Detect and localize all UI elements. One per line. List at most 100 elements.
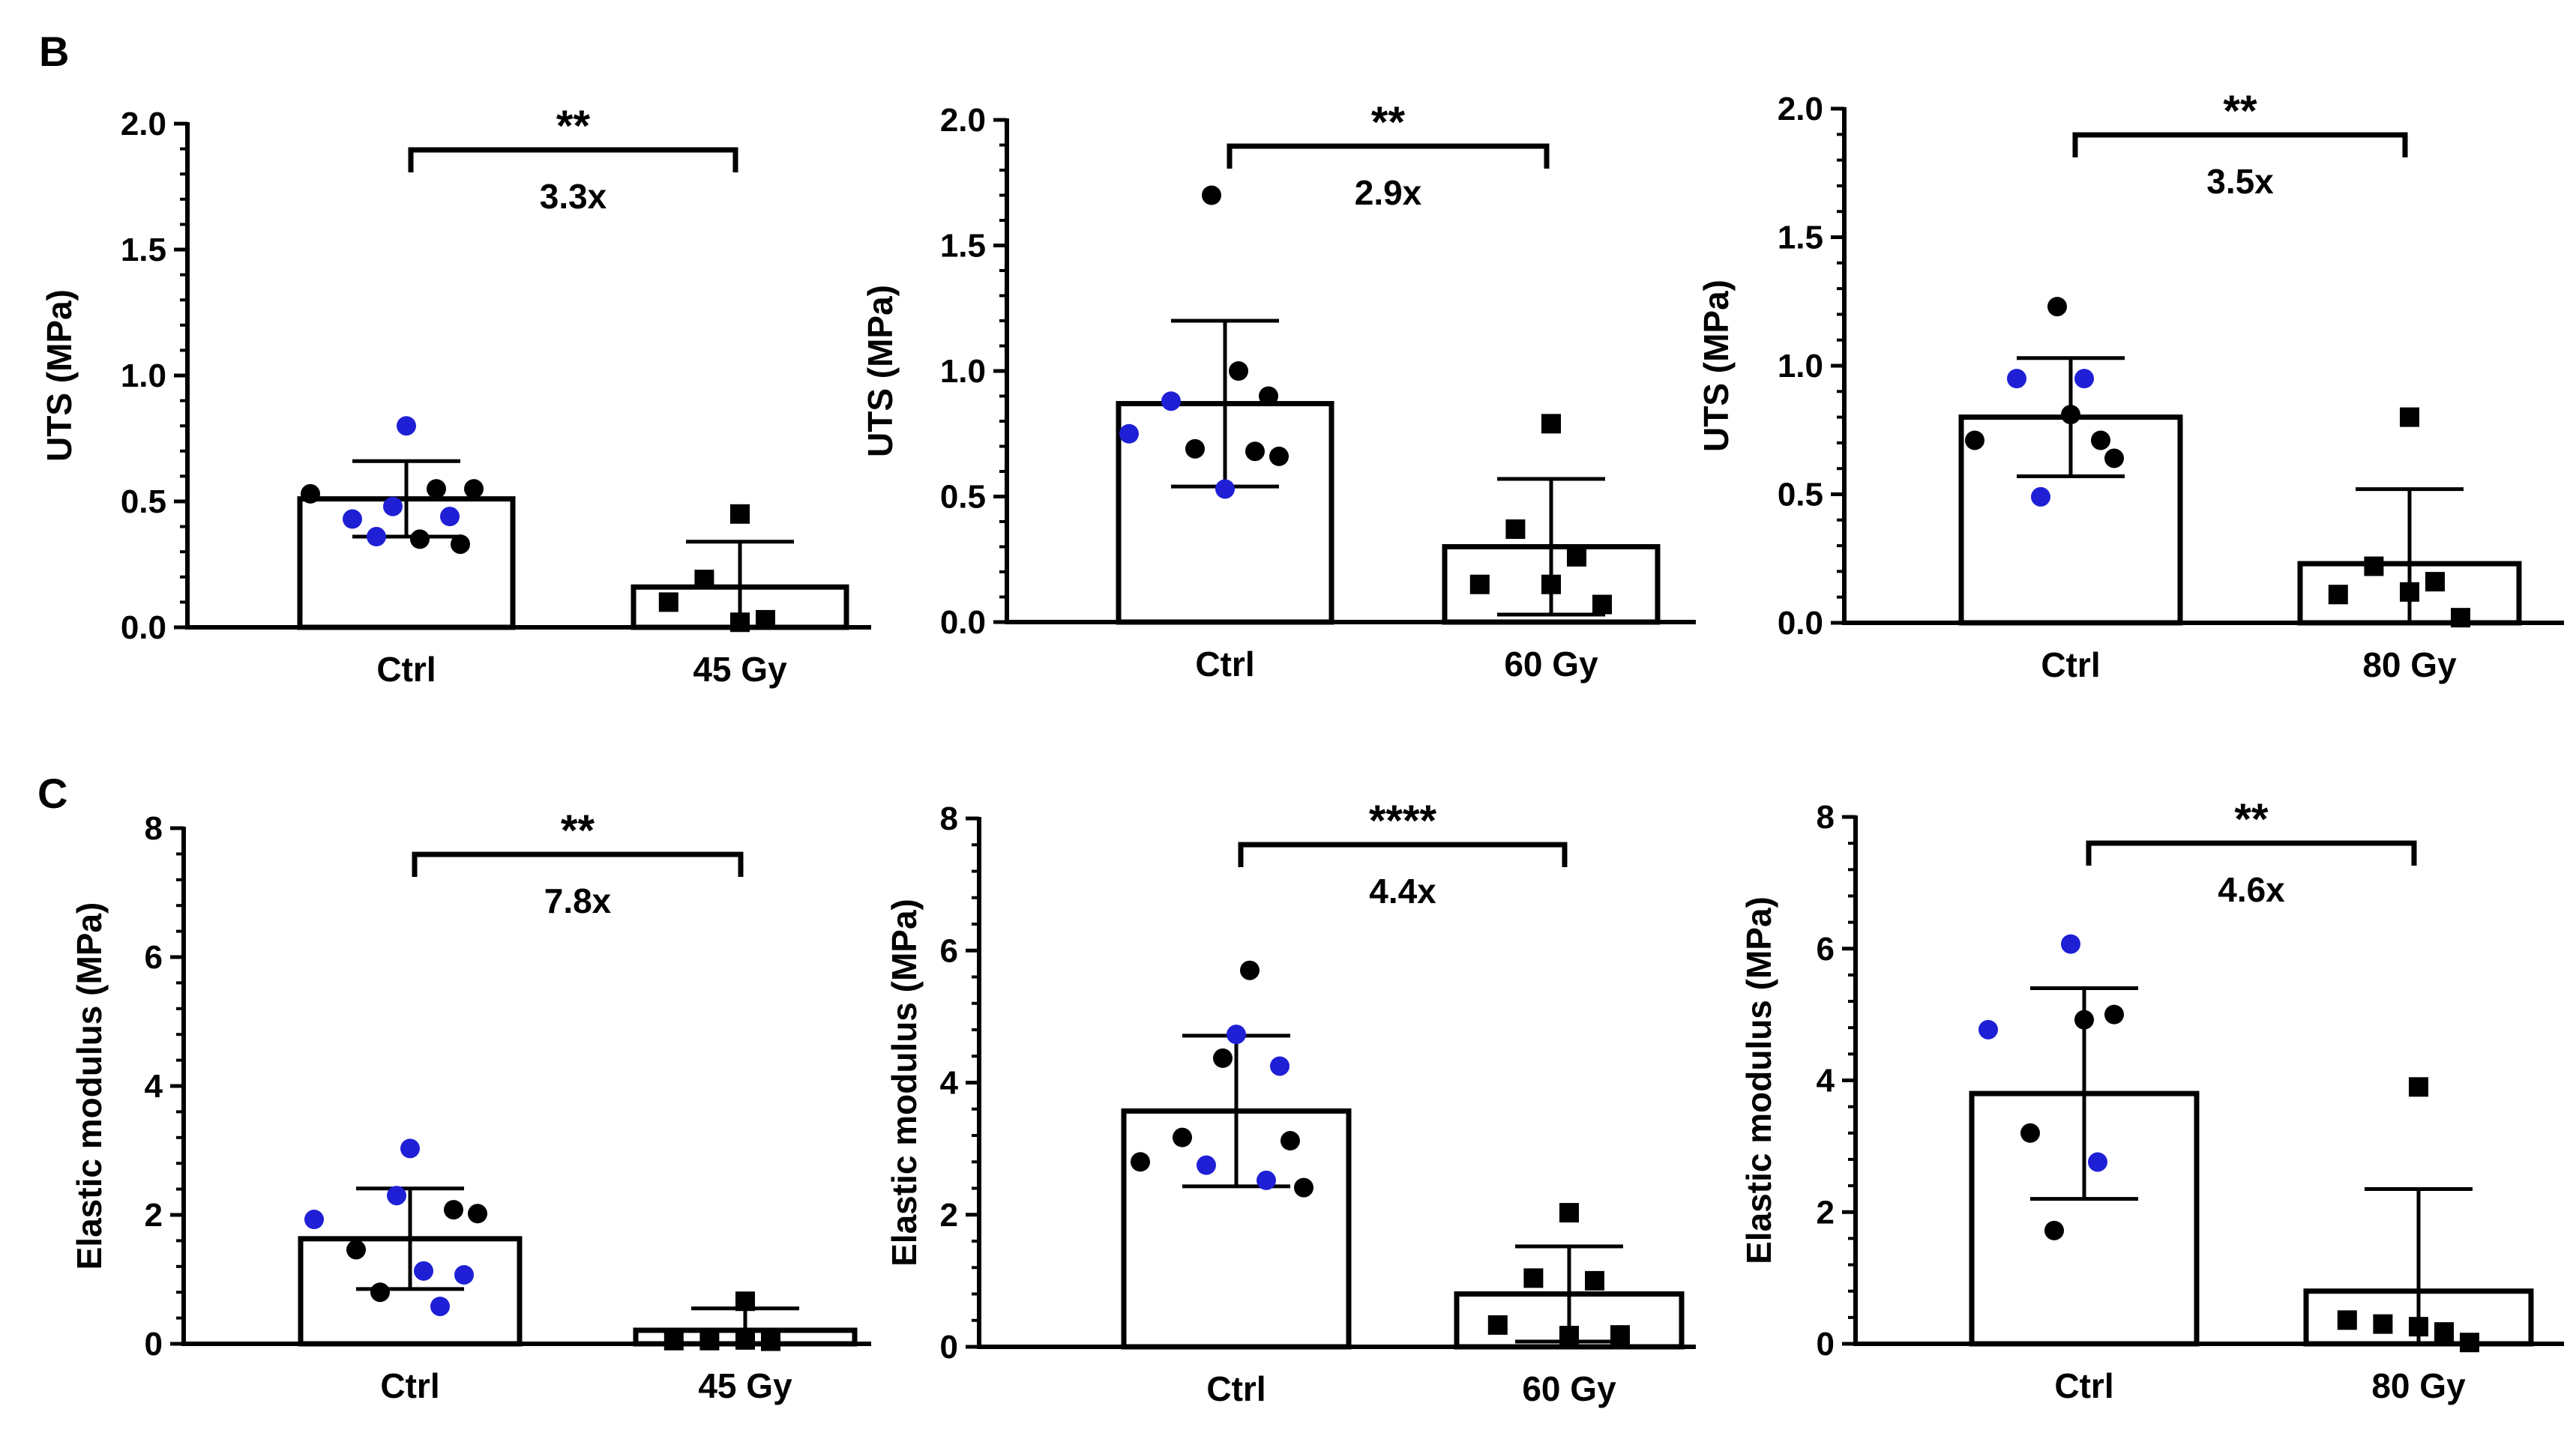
data-point-blue [383,496,403,516]
significance-stars: **** [1369,797,1437,845]
data-point-blue [367,527,386,547]
data-point-square [1610,1325,1630,1345]
fold-change-label: 7.8x [544,881,612,920]
significance-stars: ** [561,806,595,855]
y-tick-label: 1.5 [1778,220,1823,256]
y-tick-label: 2 [940,1197,958,1234]
data-point-black [1240,960,1260,980]
y-axis-title: UTS (MPa) [1697,280,1736,452]
y-tick-label: 1.5 [121,232,166,268]
data-point-blue [387,1186,406,1206]
x-category-label: Ctrl [1195,645,1254,684]
data-point-blue [1227,1025,1246,1045]
data-point-square [1469,574,1490,594]
data-point-blue [1270,1056,1289,1076]
data-point-square [1592,594,1612,615]
data-point-blue [414,1261,433,1281]
data-point-black [468,1204,487,1224]
x-category-label: 80 Gy [2371,1366,2466,1405]
data-point-square [2409,1317,2428,1337]
data-point-square [694,570,714,590]
significance-bracket [1227,143,1550,169]
data-point-square [756,609,775,630]
data-point-black [464,479,484,499]
data-point-blue [1257,1170,1276,1190]
data-point-blue [454,1264,474,1285]
y-tick-label: 2.0 [940,102,986,139]
y-tick-label: 0.0 [121,609,166,646]
data-point-square [663,1330,684,1351]
y-tick-label: 6 [145,939,163,976]
data-point-black [2104,1004,2124,1025]
significance-stars: ** [2223,87,2257,136]
y-axis-title: UTS (MPa) [861,285,900,457]
data-point-blue [397,416,416,436]
data-point-blue [2007,369,2026,389]
data-point-blue [1119,423,1139,444]
y-tick-label: 1.0 [121,358,166,394]
data-point-blue [1197,1155,1216,1175]
data-point-square [2328,585,2348,605]
panel-label-b: B [39,28,69,75]
data-point-square [1541,414,1561,434]
y-tick-label: 0.0 [1778,605,1823,642]
x-category-label: Ctrl [380,1366,439,1405]
data-point-square [1567,546,1586,567]
x-category-label: 60 Gy [1504,645,1598,684]
data-point-square [658,592,678,612]
data-point-blue [430,1297,450,1317]
data-point-black [1131,1152,1150,1172]
y-tick-label: 4 [1817,1063,1835,1099]
data-point-black [2047,297,2067,317]
significance-stars: ** [2234,795,2269,844]
significance-bracket [2086,840,2417,866]
y-tick-label: 4 [145,1068,163,1105]
y-tick-label: 6 [1817,931,1835,968]
data-point-blue [1215,479,1235,499]
y-tick-label: 4 [940,1065,959,1102]
y-axis-title: UTS (MPa) [40,289,79,462]
data-point-blue [400,1138,420,1159]
y-tick-label: 1.0 [940,353,986,390]
data-point-square [2373,1314,2393,1334]
data-point-black [1259,386,1278,406]
data-point-square [1505,519,1526,540]
data-point-square [2400,407,2419,427]
data-point-black [444,1200,463,1220]
data-point-square [2409,1077,2428,1097]
x-category-label: 80 Gy [2362,645,2457,684]
data-point-black [301,483,320,504]
data-point-square [1541,574,1561,594]
y-axis-title: Elastic modulus (MPa) [1739,896,1778,1264]
data-point-black [1294,1177,1313,1198]
significance-stars: ** [1371,98,1406,147]
data-point-blue [440,507,460,527]
data-point-square [699,1330,720,1351]
y-tick-label: 0 [940,1329,958,1366]
data-point-square [735,1330,755,1350]
significance-bracket [1238,842,1568,867]
y-axis-title: Elastic modulus (MPa) [885,899,924,1267]
data-point-black [410,529,430,549]
x-category-label: 60 Gy [1522,1369,1616,1408]
y-tick-label: 0 [1817,1326,1835,1363]
data-point-black [1185,438,1205,459]
data-point-blue [2088,1152,2107,1172]
y-tick-label: 0.5 [1778,477,1823,513]
data-point-square [1559,1203,1579,1223]
data-point-black [427,479,446,499]
data-point-black [1229,361,1248,381]
data-point-square [2460,1333,2479,1353]
data-point-square [1559,1326,1579,1346]
significance-stars: ** [556,102,591,151]
data-point-blue [1161,391,1181,411]
y-tick-label: 0.0 [940,604,986,641]
fold-change-label: 2.9x [1355,173,1422,212]
data-point-square [2451,608,2470,628]
x-category-label: Ctrl [2041,645,2100,684]
data-point-blue [2061,934,2080,954]
fold-change-label: 4.4x [1369,872,1436,911]
y-tick-label: 8 [940,800,958,837]
data-point-black [346,1240,366,1260]
